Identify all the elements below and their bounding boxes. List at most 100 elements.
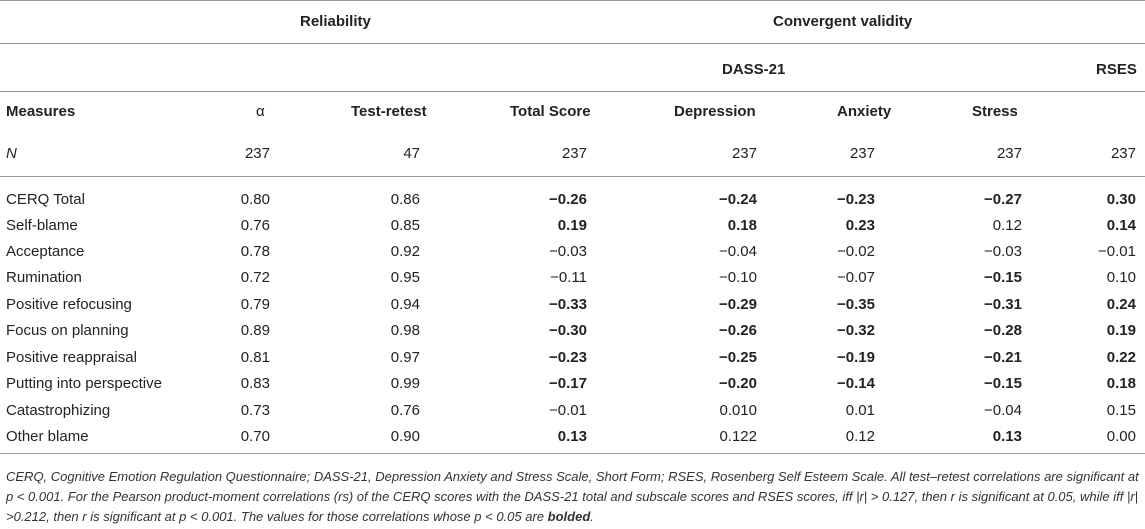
footnote-bolded-word: bolded xyxy=(547,509,591,524)
table-cell: 0.98 xyxy=(390,322,420,339)
table-cell: 0.23 xyxy=(845,217,875,234)
table-cell: −0.23 xyxy=(549,349,587,366)
col-header-alpha: α xyxy=(256,103,265,120)
table-cell: 0.10 xyxy=(1106,269,1136,286)
row-label: Acceptance xyxy=(6,243,85,260)
divider-2 xyxy=(0,91,1145,92)
table-cell: −0.23 xyxy=(837,191,875,208)
table-cell: −0.11 xyxy=(550,269,587,286)
table-cell: −0.03 xyxy=(549,243,587,260)
table-cell: 0.85 xyxy=(390,217,420,234)
table-cell: 0.24 xyxy=(1106,296,1136,313)
col-header-total-score: Total Score xyxy=(510,103,591,120)
table-cell: 0.010 xyxy=(719,402,757,419)
row-label: Catastrophizing xyxy=(6,402,111,419)
table-cell: −0.02 xyxy=(837,243,875,260)
table-cell: −0.14 xyxy=(837,375,875,392)
table-cell: 0.73 xyxy=(240,402,270,419)
table-cell: 0.00 xyxy=(1106,428,1136,445)
table-cell: 0.14 xyxy=(1106,217,1136,234)
table-cell: −0.33 xyxy=(549,296,587,313)
table-cell: 0.13 xyxy=(557,428,587,445)
header-convergent-validity: Convergent validity xyxy=(773,13,913,30)
row-label: Putting into perspective xyxy=(6,375,162,392)
table-cell: 0.78 xyxy=(240,243,270,260)
n-value: 237 xyxy=(561,145,587,162)
table-cell: 0.01 xyxy=(845,402,875,419)
table-cell: 0.97 xyxy=(390,349,420,366)
table-cell: −0.28 xyxy=(984,322,1022,339)
table-cell: −0.21 xyxy=(984,349,1022,366)
table-cell: 0.19 xyxy=(557,217,587,234)
table-cell: −0.10 xyxy=(719,269,757,286)
divider-3 xyxy=(0,176,1145,177)
table-cell: 0.95 xyxy=(390,269,420,286)
table-cell: 0.12 xyxy=(845,428,875,445)
table-cell: 0.18 xyxy=(1106,375,1136,392)
table-cell: 0.19 xyxy=(1106,322,1136,339)
table-footnote: CERQ, Cognitive Emotion Regulation Quest… xyxy=(6,467,1140,527)
footnote-end: . xyxy=(590,509,594,524)
row-label: Positive refocusing xyxy=(6,296,132,313)
table-cell: −0.17 xyxy=(549,375,587,392)
n-value: 47 xyxy=(403,145,420,162)
n-value: 237 xyxy=(996,145,1022,162)
table-cell: 0.86 xyxy=(390,191,420,208)
table-cell: 0.15 xyxy=(1106,402,1136,419)
table-cell: 0.18 xyxy=(727,217,757,234)
bottom-rule xyxy=(0,453,1145,454)
table-cell: −0.27 xyxy=(984,191,1022,208)
table-cell: 0.12 xyxy=(992,217,1022,234)
table-cell: 0.94 xyxy=(390,296,420,313)
col-header-test-retest: Test-retest xyxy=(351,103,427,120)
table-cell: −0.15 xyxy=(984,375,1022,392)
table-cell: −0.04 xyxy=(719,243,757,260)
row-label: Self-blame xyxy=(6,217,78,234)
table-cell: −0.15 xyxy=(984,269,1022,286)
table-cell: −0.25 xyxy=(719,349,757,366)
table-cell: 0.76 xyxy=(240,217,270,234)
table-cell: 0.122 xyxy=(719,428,757,445)
row-label: Other blame xyxy=(6,428,89,445)
table-cell: 0.76 xyxy=(390,402,420,419)
table-cell: −0.31 xyxy=(984,296,1022,313)
table-cell: 0.79 xyxy=(240,296,270,313)
table-cell: −0.04 xyxy=(984,402,1022,419)
header-reliability: Reliability xyxy=(300,13,371,30)
table-cell: −0.01 xyxy=(549,402,587,419)
n-value: 237 xyxy=(731,145,757,162)
table-cell: 0.80 xyxy=(240,191,270,208)
table-cell: −0.24 xyxy=(719,191,757,208)
table-cell: 0.22 xyxy=(1106,349,1136,366)
col-header-anxiety: Anxiety xyxy=(837,103,892,120)
row-label: Focus on planning xyxy=(6,322,129,339)
table-cell: 0.30 xyxy=(1106,191,1136,208)
table-cell: −0.32 xyxy=(837,322,875,339)
footnote-text: CERQ, Cognitive Emotion Regulation Quest… xyxy=(6,469,1139,524)
n-value: 237 xyxy=(1110,145,1136,162)
row-label: Rumination xyxy=(6,269,82,286)
divider-1 xyxy=(0,43,1145,44)
table-cell: 0.70 xyxy=(240,428,270,445)
table-cell: −0.26 xyxy=(719,322,757,339)
n-value: 237 xyxy=(849,145,875,162)
table-cell: 0.99 xyxy=(390,375,420,392)
row-label: CERQ Total xyxy=(6,191,85,208)
header-dass21: DASS-21 xyxy=(722,61,786,78)
table-cell: −0.35 xyxy=(837,296,875,313)
n-row-label: N xyxy=(6,145,17,162)
table-cell: −0.29 xyxy=(719,296,757,313)
table-cell: −0.01 xyxy=(1098,243,1136,260)
table-cell: −0.30 xyxy=(549,322,587,339)
table-cell: −0.03 xyxy=(984,243,1022,260)
table-cell: 0.13 xyxy=(992,428,1022,445)
col-header-depression: Depression xyxy=(674,103,756,120)
header-rses: RSES xyxy=(1096,61,1137,78)
table-cell: 0.83 xyxy=(240,375,270,392)
table-cell: 0.89 xyxy=(240,322,270,339)
top-rule xyxy=(0,0,1145,1)
table-cell: −0.20 xyxy=(719,375,757,392)
table-cell: −0.07 xyxy=(837,269,875,286)
col-header-measures: Measures xyxy=(6,103,76,120)
